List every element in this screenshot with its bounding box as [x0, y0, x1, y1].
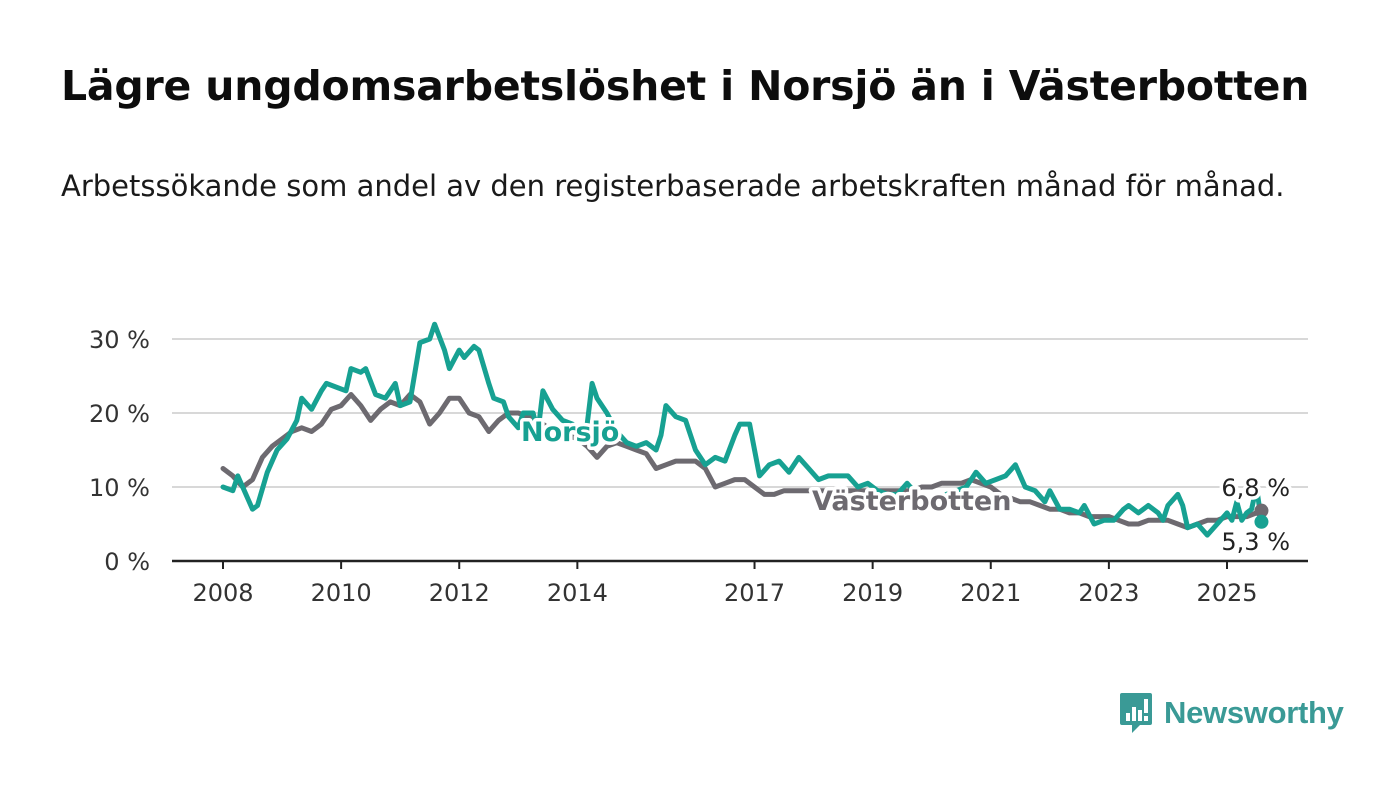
y-tick-label: 0 % — [104, 548, 150, 576]
chart-title: Lägre ungdomsarbetslöshet i Norsjö än i … — [61, 62, 1310, 110]
y-tick-label: 20 % — [89, 400, 150, 428]
x-tick-label: 2025 — [1196, 579, 1257, 607]
endpoint-marker-vasterbotten — [1254, 503, 1269, 518]
newsworthy-logo: Newsworthy — [1118, 690, 1344, 736]
x-tick-label: 2014 — [547, 579, 608, 607]
x-tick-label: 2023 — [1078, 579, 1139, 607]
y-tick-label: 30 % — [89, 326, 150, 354]
x-tick-label: 2017 — [724, 579, 785, 607]
newsworthy-logo-text: Newsworthy — [1164, 695, 1344, 730]
x-tick-label: 2019 — [842, 579, 903, 607]
y-tick-label: 10 % — [89, 474, 150, 502]
series-line-vasterbotten — [220, 392, 1264, 531]
x-tick-label: 2012 — [429, 579, 490, 607]
series-line-norsjo — [220, 321, 1264, 538]
x-tick-label: 2021 — [960, 579, 1021, 607]
end-value-label-vasterbotten: 6,8 % — [1221, 474, 1290, 502]
chart-subtitle: Arbetssökande som andel av den registerb… — [61, 169, 1285, 203]
endpoint-marker-norsjo — [1254, 514, 1269, 529]
series-label-norsjo: Norsjö — [521, 417, 619, 448]
x-tick-label: 2010 — [311, 579, 372, 607]
series-label-vasterbotten: Västerbotten — [812, 486, 1011, 517]
end-value-label-norsjo: 5,3 % — [1221, 528, 1290, 556]
x-tick-label: 2008 — [192, 579, 253, 607]
newsworthy-logo-icon — [1120, 693, 1152, 733]
